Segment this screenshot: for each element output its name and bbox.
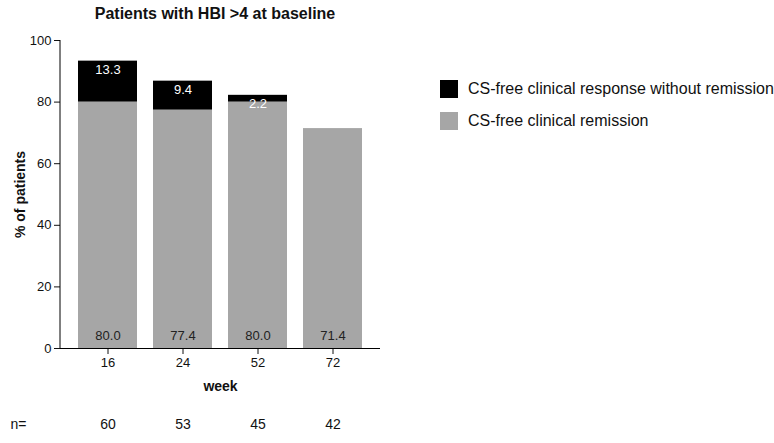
svg-text:0: 0	[44, 341, 51, 356]
svg-text:% of patients: % of patients	[12, 151, 28, 238]
svg-text:13.3: 13.3	[95, 62, 120, 77]
svg-text:72: 72	[326, 355, 340, 370]
svg-text:week: week	[202, 378, 237, 394]
svg-text:80.0: 80.0	[245, 328, 270, 343]
svg-text:n=: n=	[11, 416, 27, 432]
svg-text:16: 16	[101, 355, 115, 370]
svg-text:52: 52	[251, 355, 265, 370]
svg-text:100: 100	[30, 33, 52, 48]
svg-text:53: 53	[175, 416, 191, 432]
svg-text:2.2: 2.2	[249, 96, 267, 111]
html-text:CS-free clinical remission: CS-free clinical remission	[468, 112, 649, 129]
svg-text:80.0: 80.0	[95, 328, 120, 343]
svg-text:9.4: 9.4	[174, 82, 192, 97]
svg-text:80: 80	[37, 94, 51, 109]
svg-text:40: 40	[37, 217, 51, 232]
svg-text:60: 60	[37, 156, 51, 171]
svg-text:71.4: 71.4	[320, 328, 345, 343]
html-text:CS-free clinical response with: CS-free clinical response without remiss…	[468, 80, 774, 97]
svg-text:20: 20	[37, 279, 51, 294]
svg-text:24: 24	[176, 355, 190, 370]
svg-text:60: 60	[100, 416, 116, 432]
svg-text:42: 42	[325, 416, 341, 432]
html-text:Patients with HBI >4 at baseli: Patients with HBI >4 at baseline	[94, 5, 336, 22]
svg-text:77.4: 77.4	[170, 328, 195, 343]
svg-text:45: 45	[250, 416, 266, 432]
